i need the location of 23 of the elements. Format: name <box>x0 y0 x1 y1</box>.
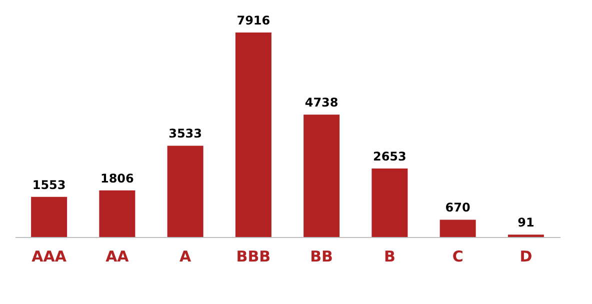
bar <box>167 146 204 237</box>
data-label: 91 <box>518 216 534 230</box>
data-label: 3533 <box>168 126 202 141</box>
data-label: 670 <box>445 200 470 215</box>
x-tick-label: BBB <box>236 248 271 266</box>
bar <box>440 220 476 237</box>
bar <box>304 114 340 237</box>
x-tick-label: A <box>180 248 192 266</box>
bar <box>31 196 68 237</box>
bar <box>235 32 272 237</box>
bar <box>372 168 408 237</box>
x-tick-label: C <box>452 248 464 266</box>
data-label: 2653 <box>372 149 406 164</box>
data-label: 7916 <box>236 13 270 28</box>
x-tick-label: B <box>384 248 396 266</box>
x-tick-label: AA <box>106 248 130 266</box>
bar <box>99 190 136 237</box>
data-label: 1806 <box>100 171 134 186</box>
x-tick-label: AAA <box>32 248 67 266</box>
data-label: 4738 <box>304 96 338 110</box>
x-tick-label: BB <box>310 248 333 266</box>
x-tick-label: D <box>520 248 532 266</box>
data-label: 1553 <box>32 178 66 192</box>
